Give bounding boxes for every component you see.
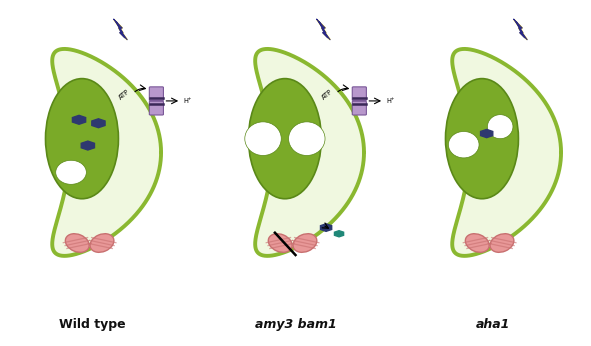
Polygon shape <box>452 49 561 256</box>
Polygon shape <box>319 21 328 38</box>
Polygon shape <box>320 224 332 231</box>
Polygon shape <box>81 141 95 150</box>
Ellipse shape <box>288 122 325 155</box>
Ellipse shape <box>245 122 281 155</box>
Text: aha1: aha1 <box>475 318 510 330</box>
Ellipse shape <box>46 79 118 199</box>
FancyBboxPatch shape <box>352 101 366 115</box>
Text: Wild type: Wild type <box>59 318 126 330</box>
Ellipse shape <box>449 131 479 158</box>
Text: ATP: ATP <box>320 89 333 101</box>
Ellipse shape <box>465 234 489 252</box>
Polygon shape <box>255 49 364 256</box>
Ellipse shape <box>490 234 514 252</box>
Polygon shape <box>52 49 161 256</box>
Text: H⁺: H⁺ <box>183 98 192 104</box>
Polygon shape <box>73 115 86 124</box>
Ellipse shape <box>293 234 317 252</box>
Polygon shape <box>116 21 125 38</box>
Polygon shape <box>114 19 127 40</box>
Polygon shape <box>335 231 343 237</box>
FancyBboxPatch shape <box>150 87 164 101</box>
Polygon shape <box>317 19 330 40</box>
Ellipse shape <box>66 234 89 252</box>
Text: H⁺: H⁺ <box>387 98 395 104</box>
FancyBboxPatch shape <box>352 87 366 101</box>
Polygon shape <box>516 21 525 38</box>
Polygon shape <box>92 119 105 128</box>
Polygon shape <box>514 19 527 40</box>
Ellipse shape <box>488 115 513 139</box>
Text: amy3 bam1: amy3 bam1 <box>255 318 336 330</box>
Ellipse shape <box>56 160 86 184</box>
FancyBboxPatch shape <box>150 101 164 115</box>
Ellipse shape <box>248 79 322 199</box>
Ellipse shape <box>446 79 518 199</box>
Ellipse shape <box>268 234 292 252</box>
Polygon shape <box>480 129 493 138</box>
Ellipse shape <box>90 234 114 252</box>
Text: ATP: ATP <box>118 89 131 101</box>
